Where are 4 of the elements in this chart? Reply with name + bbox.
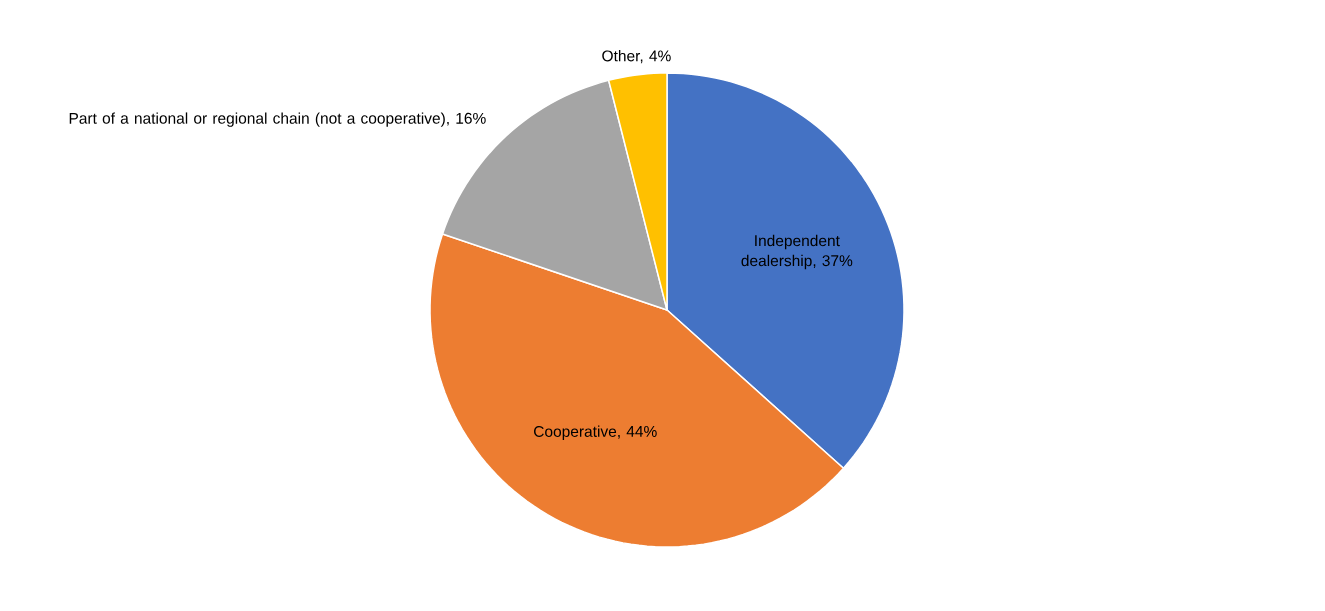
slice-label: Cooperative, 44% — [534, 425, 657, 440]
slice-label: Part of a national or regional chain (not a cooperative), 16% — [69, 112, 486, 127]
slice-label: Other, 4% — [602, 50, 671, 64]
slice-label: Independent dealership, 37% — [741, 234, 853, 270]
